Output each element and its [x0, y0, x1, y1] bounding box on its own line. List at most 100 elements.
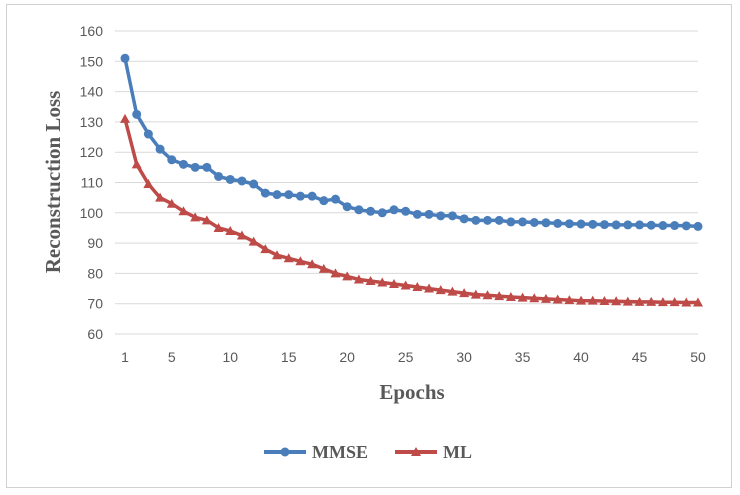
y-tick-label: 130 [80, 114, 104, 130]
data-point-mmse [284, 190, 294, 200]
data-point-ml [646, 296, 657, 306]
legend-ml-marker [411, 447, 421, 456]
data-point-mmse [214, 171, 224, 181]
data-point-ml [388, 279, 399, 289]
data-point-ml [482, 290, 493, 300]
data-point-mmse [564, 219, 574, 229]
data-point-ml [400, 280, 411, 290]
data-point-ml [424, 283, 435, 293]
data-point-ml [155, 192, 166, 202]
data-point-ml [599, 295, 610, 305]
data-point-ml [540, 293, 551, 303]
y-axis-ticks: 60 70 80 90 100 110 120 130 140 150 160 [80, 23, 104, 342]
data-point-mmse [401, 206, 411, 216]
series-line-ml [123, 117, 700, 305]
data-point-ml [576, 295, 587, 305]
data-point-ml [143, 179, 154, 189]
data-point-mmse [506, 217, 516, 227]
data-point-ml [447, 286, 458, 296]
data-point-ml [377, 277, 388, 287]
data-point-mmse [377, 208, 387, 218]
data-point-mmse [646, 220, 656, 230]
data-point-mmse [389, 205, 399, 215]
x-tick-label: 15 [281, 349, 297, 365]
data-point-mmse [249, 179, 259, 189]
data-point-mmse [693, 221, 703, 231]
data-point-mmse [576, 219, 586, 229]
x-axis-ticks: 1 5 10 15 20 25 30 35 40 45 50 [121, 349, 706, 365]
data-point-mmse [202, 162, 212, 172]
data-point-ml [260, 244, 271, 254]
data-point-ml [505, 292, 516, 302]
legend: MMSE ML [264, 442, 472, 462]
data-point-mmse [483, 215, 493, 225]
data-point-mmse [132, 109, 142, 119]
data-point-ml [681, 297, 692, 307]
legend-mmse-marker [280, 447, 290, 457]
data-point-mmse [190, 162, 200, 172]
data-point-ml [225, 225, 236, 235]
legend-ml-label: ML [443, 442, 472, 462]
data-point-mmse [120, 53, 130, 63]
x-tick-label: 35 [515, 349, 531, 365]
x-tick-label: 5 [168, 349, 176, 365]
data-point-mmse [670, 221, 680, 231]
data-point-mmse [342, 202, 352, 212]
data-point-ml [178, 206, 189, 216]
data-point-ml [353, 274, 364, 284]
x-tick-label: 30 [456, 349, 472, 365]
data-point-mmse [143, 129, 153, 139]
series-line-mmse [123, 56, 700, 229]
y-tick-label: 100 [80, 205, 104, 221]
data-point-mmse [588, 219, 598, 229]
y-tick-label: 150 [80, 53, 104, 69]
data-point-ml [131, 159, 142, 169]
data-point-ml [459, 288, 470, 298]
data-point-ml [318, 263, 329, 273]
data-point-ml [669, 297, 680, 307]
y-axis-title: Reconstruction Loss [41, 91, 65, 274]
data-point-mmse [412, 209, 422, 219]
x-tick-label: 1 [121, 349, 129, 365]
data-point-ml [190, 212, 201, 222]
data-point-mmse [330, 194, 340, 204]
legend-mmse-label: MMSE [312, 442, 368, 462]
x-tick-label: 20 [339, 349, 355, 365]
data-point-ml [552, 294, 563, 304]
data-point-mmse [260, 188, 270, 198]
gridlines [115, 30, 698, 335]
y-tick-label: 140 [80, 84, 104, 100]
data-point-mmse [447, 211, 457, 221]
data-point-ml [611, 296, 622, 306]
y-tick-label: 120 [80, 144, 104, 160]
chart-frame [6, 4, 732, 488]
x-tick-label: 10 [222, 349, 238, 365]
x-tick-label: 25 [398, 349, 414, 365]
data-point-ml [494, 291, 505, 301]
y-tick-label: 70 [87, 296, 103, 312]
x-tick-label: 50 [690, 349, 706, 365]
data-point-ml [342, 271, 353, 281]
data-point-ml [213, 222, 224, 232]
x-axis-title: Epochs [379, 380, 444, 404]
data-point-mmse [529, 217, 539, 227]
data-point-ml [412, 282, 423, 292]
x-tick-label: 45 [632, 349, 648, 365]
data-point-ml [622, 296, 633, 306]
data-point-ml [283, 253, 294, 263]
data-point-mmse [553, 218, 563, 228]
data-point-ml [330, 268, 341, 278]
data-point-mmse [319, 196, 329, 206]
data-point-mmse [611, 220, 621, 230]
data-point-ml [295, 256, 306, 266]
data-point-mmse [541, 218, 551, 228]
data-point-ml [307, 259, 318, 269]
data-point-mmse [658, 221, 668, 231]
data-point-mmse [366, 206, 376, 216]
data-point-mmse [354, 205, 364, 215]
data-point-mmse [178, 159, 188, 169]
data-point-ml [435, 285, 446, 295]
data-point-ml [657, 297, 668, 307]
data-point-ml [529, 293, 540, 303]
